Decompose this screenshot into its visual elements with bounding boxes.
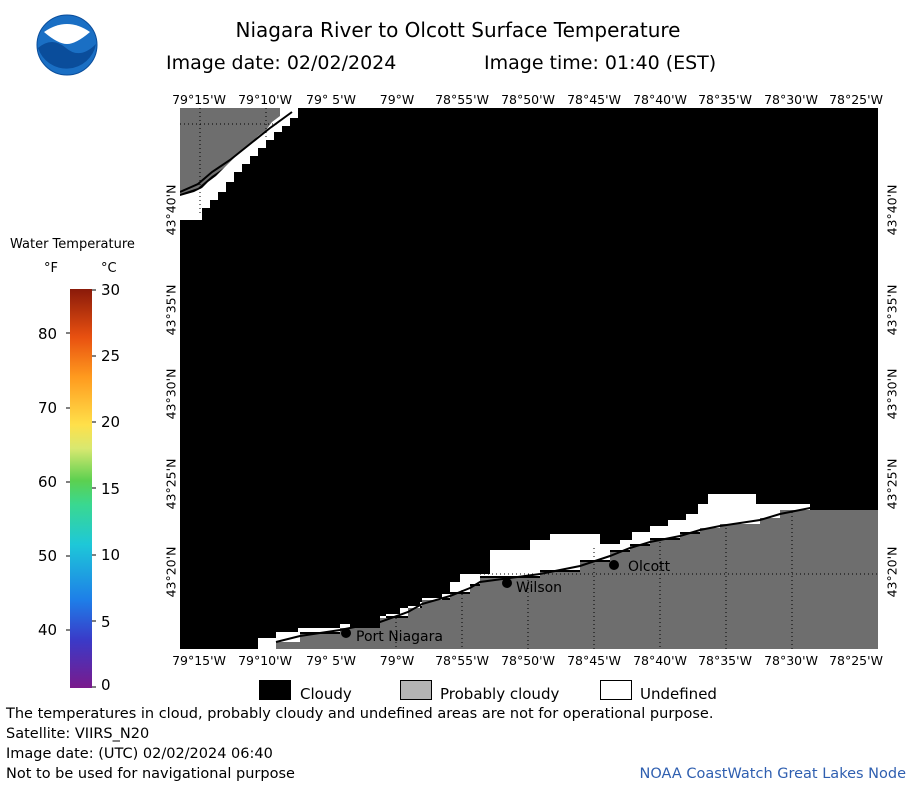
place-label-olcott: Olcott xyxy=(628,559,671,575)
lat-label: 43°30'N xyxy=(163,368,179,420)
lat-label: 43°20'N xyxy=(884,546,900,598)
lon-label: 79°10'W xyxy=(238,653,292,668)
lon-label: 79°W xyxy=(379,92,415,107)
grid-lines-south xyxy=(395,512,878,649)
place-dot-wilson xyxy=(502,578,512,588)
key-label-probably-cloudy: Probably cloudy xyxy=(440,685,560,703)
key-swatch-cloudy xyxy=(259,680,291,700)
footer-note: The temperatures in cloud, probably clou… xyxy=(6,706,714,722)
footer-satellite: Satellite: VIIRS_N20 xyxy=(6,726,150,742)
lon-label: 79°10'W xyxy=(238,92,292,107)
lat-label: 43°30'N xyxy=(884,368,900,420)
lat-label: 43°25'N xyxy=(163,458,179,510)
place-label-port-niagara: Port Niagara xyxy=(356,629,443,645)
lon-label: 78°35'W xyxy=(698,92,752,107)
legend-unit-f: °F xyxy=(44,261,58,276)
tick-f: 50 xyxy=(38,547,58,565)
tick-f: 70 xyxy=(38,399,58,417)
place-dot-olcott xyxy=(609,560,619,570)
image-date: Image date: 02/02/2024 xyxy=(166,52,397,74)
land-us-probably-cloudy xyxy=(250,510,878,649)
map-title: Niagara River to Olcott Surface Temperat… xyxy=(235,18,681,42)
key-label-undefined: Undefined xyxy=(640,685,717,703)
undefined-band-north xyxy=(180,108,298,220)
tick-c: 30 xyxy=(101,281,121,299)
shoreline-north xyxy=(180,111,293,193)
lon-label: 78°35'W xyxy=(698,653,752,668)
footer-nav-warning: Not to be used for navigational purpose xyxy=(6,766,295,782)
footer-utc-date: Image date: (UTC) 02/02/2024 06:40 xyxy=(6,746,273,762)
lon-label: 78°50'W xyxy=(501,653,555,668)
lon-label: 78°25'W xyxy=(829,92,883,107)
tick-c: 20 xyxy=(101,413,121,431)
legend-unit-c: °C xyxy=(101,261,117,276)
tick-c: 5 xyxy=(101,613,111,631)
place-dot-port-niagara xyxy=(341,628,351,638)
lat-label: 43°25'N xyxy=(884,458,900,510)
key-swatch-undefined xyxy=(600,680,632,700)
temperature-color-bar xyxy=(70,289,92,688)
lon-label: 78°55'W xyxy=(435,653,489,668)
lon-label: 79°15'W xyxy=(172,653,226,668)
lon-label: 78°25'W xyxy=(829,653,883,668)
undefined-band-south xyxy=(258,494,810,649)
map-canvas xyxy=(180,108,878,649)
footer-credit-link[interactable]: NOAA CoastWatch Great Lakes Node xyxy=(639,766,906,782)
tick-c: 0 xyxy=(101,676,111,694)
tick-c: 15 xyxy=(101,480,121,498)
tick-f: 40 xyxy=(38,621,58,639)
noaa-logo-icon xyxy=(36,14,98,76)
key-label-cloudy: Cloudy xyxy=(300,685,352,703)
lon-label: 78°40'W xyxy=(633,653,687,668)
place-label-wilson: Wilson xyxy=(516,580,563,596)
lon-label: 79° 5'W xyxy=(306,92,356,107)
lon-label: 78°30'W xyxy=(764,653,818,668)
lat-label: 43°40'N xyxy=(884,184,900,236)
lat-label: 43°20'N xyxy=(163,546,179,598)
lon-label: 79°15'W xyxy=(172,92,226,107)
lon-label: 78°40'W xyxy=(633,92,687,107)
lat-label: 43°35'N xyxy=(163,284,179,336)
lon-label: 78°50'W xyxy=(501,92,555,107)
lon-label: 78°45'W xyxy=(567,653,621,668)
color-bar-ticks xyxy=(66,289,96,688)
lat-label: 43°35'N xyxy=(884,284,900,336)
lat-label: 43°40'N xyxy=(163,184,179,236)
lon-label: 78°55'W xyxy=(435,92,489,107)
tick-f: 60 xyxy=(38,473,58,491)
image-time: Image time: 01:40 (EST) xyxy=(484,52,717,74)
lon-label: 79°W xyxy=(379,653,415,668)
noaa-logo xyxy=(36,14,98,76)
tick-c: 10 xyxy=(101,546,121,564)
tick-c: 25 xyxy=(101,347,121,365)
lon-label: 79° 5'W xyxy=(306,653,356,668)
legend-title: Water Temperature xyxy=(10,237,135,252)
lon-label: 78°30'W xyxy=(764,92,818,107)
key-swatch-probably-cloudy xyxy=(400,680,432,700)
shoreline-south xyxy=(275,507,878,643)
tick-f: 80 xyxy=(38,325,58,343)
lon-label: 78°45'W xyxy=(567,92,621,107)
